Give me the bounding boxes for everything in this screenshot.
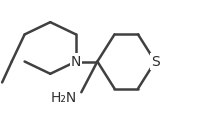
Text: H₂N: H₂N xyxy=(51,91,77,105)
Text: S: S xyxy=(151,54,159,69)
Text: N: N xyxy=(71,54,81,69)
